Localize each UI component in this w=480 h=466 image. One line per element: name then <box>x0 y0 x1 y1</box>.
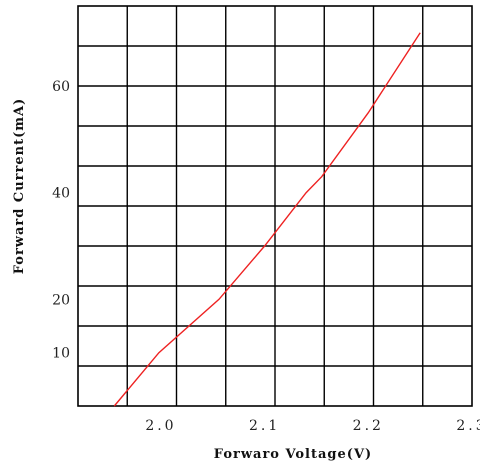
y-axis-title: Forward Current(mA) <box>12 98 27 275</box>
x-tick-label: 2.0 <box>145 418 176 434</box>
y-tick-label: 20 <box>52 292 70 308</box>
x-tick-label: 2.2 <box>353 418 384 434</box>
grid <box>78 6 472 406</box>
y-tick-label: 10 <box>52 346 70 362</box>
x-tick-label: 2.3 <box>456 418 480 434</box>
y-axis-ticks: 10 20 40 60 <box>52 79 70 362</box>
x-tick-label: 2.1 <box>249 418 280 434</box>
x-axis-ticks: 2.0 2.1 2.2 2.3 <box>145 418 480 434</box>
plot-frame <box>77 5 473 407</box>
series-line <box>113 32 421 407</box>
x-axis-title: Forwaro Voltage(V) <box>214 447 372 462</box>
y-tick-label: 60 <box>52 79 70 95</box>
y-tick-label: 40 <box>52 186 70 202</box>
